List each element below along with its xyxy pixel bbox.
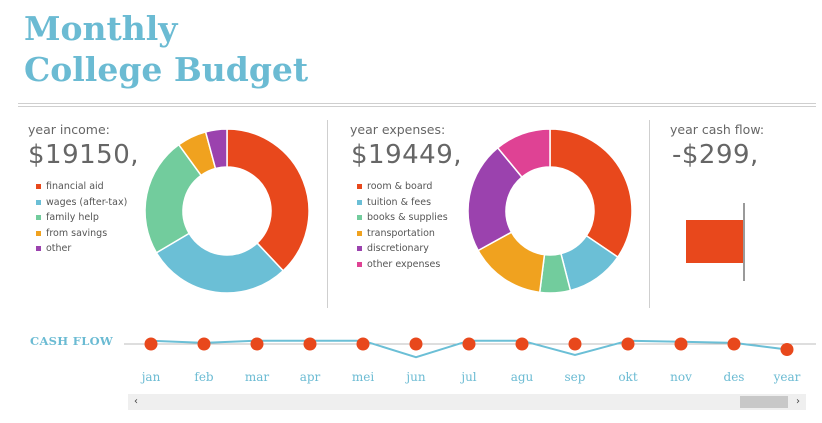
- legend-label: tuition & fees: [367, 196, 432, 208]
- income-legend-item: other: [36, 241, 127, 257]
- income-legend-item: family help: [36, 210, 127, 226]
- cashflow-point-year: [780, 343, 794, 356]
- cashflow-point-apr: [303, 337, 317, 351]
- legend-label: other expenses: [367, 258, 441, 270]
- income-donut-chart: [144, 128, 310, 294]
- expenses-legend-item: other expenses: [357, 257, 448, 273]
- cashflow-point-des: [727, 337, 741, 351]
- cashflow-point-jan: [144, 337, 158, 351]
- cashflow-point-nov: [674, 337, 688, 351]
- month-label-mei: mei: [351, 370, 375, 384]
- expenses-legend-item: discretionary: [357, 241, 448, 257]
- legend-label: other: [46, 243, 72, 255]
- legend-swatch: [36, 184, 41, 190]
- cashflow-bar: [686, 220, 743, 263]
- legend-swatch: [357, 261, 362, 267]
- expenses-slice-other-expenses: [496, 128, 551, 179]
- expenses-legend-item: books & supplies: [357, 210, 448, 226]
- title-divider-secondary: [18, 106, 816, 107]
- legend-label: books & supplies: [367, 212, 448, 224]
- legend-label: family help: [46, 212, 99, 224]
- month-label-jun: jun: [406, 370, 426, 384]
- legend-label: transportation: [367, 227, 435, 239]
- month-label-okt: okt: [618, 370, 638, 384]
- income-slice-wages-after-tax-: [155, 232, 285, 294]
- legend-label: discretionary: [367, 243, 429, 255]
- income-slice-financial-aid: [226, 128, 310, 272]
- income-slice-family-help: [144, 143, 203, 254]
- expenses-label: year expenses:: [350, 122, 446, 137]
- month-label-jan: jan: [141, 370, 161, 384]
- expenses-legend-item: transportation: [357, 226, 448, 242]
- legend-swatch: [357, 230, 362, 236]
- scroll-right-button[interactable]: ›: [790, 394, 806, 410]
- legend-label: from savings: [46, 227, 108, 239]
- month-label-year: year: [773, 370, 801, 384]
- chevron-left-icon: ‹: [134, 396, 138, 407]
- expenses-legend: room & board tuition & fees books & suppli…: [357, 179, 448, 272]
- income-legend-item: financial aid: [36, 179, 127, 195]
- income-slice-other: [204, 128, 228, 170]
- income-legend-item: from savings: [36, 226, 127, 242]
- cashflow-label: year cash flow:: [670, 122, 765, 137]
- month-label-apr: apr: [299, 370, 321, 384]
- cashflow-point-mei: [356, 337, 370, 351]
- expenses-value: $19449,: [351, 140, 463, 170]
- page-title: Monthly College Budget: [24, 8, 308, 90]
- panel-divider-2: [649, 120, 650, 308]
- legend-swatch: [36, 246, 41, 252]
- chevron-right-icon: ›: [796, 396, 800, 407]
- cashflow-point-jul: [462, 337, 476, 351]
- title-divider: [18, 103, 816, 104]
- expenses-slice-room-board: [549, 128, 633, 259]
- horizontal-scrollbar[interactable]: ‹ ›: [128, 394, 806, 410]
- legend-swatch: [357, 215, 362, 221]
- expenses-legend-item: room & board: [357, 179, 448, 195]
- legend-label: room & board: [367, 181, 433, 193]
- income-value: $19150,: [28, 140, 140, 170]
- cashflow-point-mar: [250, 337, 264, 351]
- cashflow-point-okt: [621, 337, 635, 351]
- cashflow-point-feb: [197, 337, 211, 351]
- legend-swatch: [36, 199, 41, 205]
- page-title-line1: Monthly: [24, 9, 178, 48]
- scroll-thumb[interactable]: [740, 396, 788, 408]
- month-label-sep: sep: [564, 370, 586, 384]
- cashflow-chart-title: CASH FLOW: [30, 334, 114, 348]
- month-label-jul: jul: [461, 370, 477, 384]
- page-title-line2: College Budget: [24, 50, 309, 89]
- cashflow-point-jun: [409, 337, 423, 351]
- income-label: year income:: [28, 122, 110, 137]
- legend-swatch: [357, 246, 362, 252]
- legend-swatch: [36, 215, 41, 221]
- cashflow-point-agu: [515, 337, 529, 351]
- cashflow-line-chart: [124, 337, 816, 359]
- month-label-agu: agu: [510, 370, 534, 384]
- month-label-feb: feb: [194, 370, 214, 384]
- cashflow-value: -$299,: [672, 140, 759, 170]
- month-label-nov: nov: [670, 370, 692, 384]
- month-label-mar: mar: [244, 370, 270, 384]
- month-label-des: des: [723, 370, 745, 384]
- scroll-left-button[interactable]: ‹: [128, 394, 144, 410]
- month-axis: jan feb mar apr mei jun jul agu sep okt nov des year: [0, 370, 822, 386]
- expenses-donut-chart: [467, 128, 633, 294]
- legend-label: financial aid: [46, 181, 104, 193]
- income-legend-item: wages (after-tax): [36, 195, 127, 211]
- cashflow-axis: [743, 203, 745, 281]
- panel-divider-1: [327, 120, 328, 308]
- legend-swatch: [36, 230, 41, 236]
- income-legend: financial aid wages (after-tax) family hel…: [36, 179, 127, 257]
- expenses-legend-item: tuition & fees: [357, 195, 448, 211]
- legend-swatch: [357, 184, 362, 190]
- legend-swatch: [357, 199, 362, 205]
- cashflow-point-sep: [568, 337, 582, 351]
- legend-label: wages (after-tax): [46, 196, 128, 208]
